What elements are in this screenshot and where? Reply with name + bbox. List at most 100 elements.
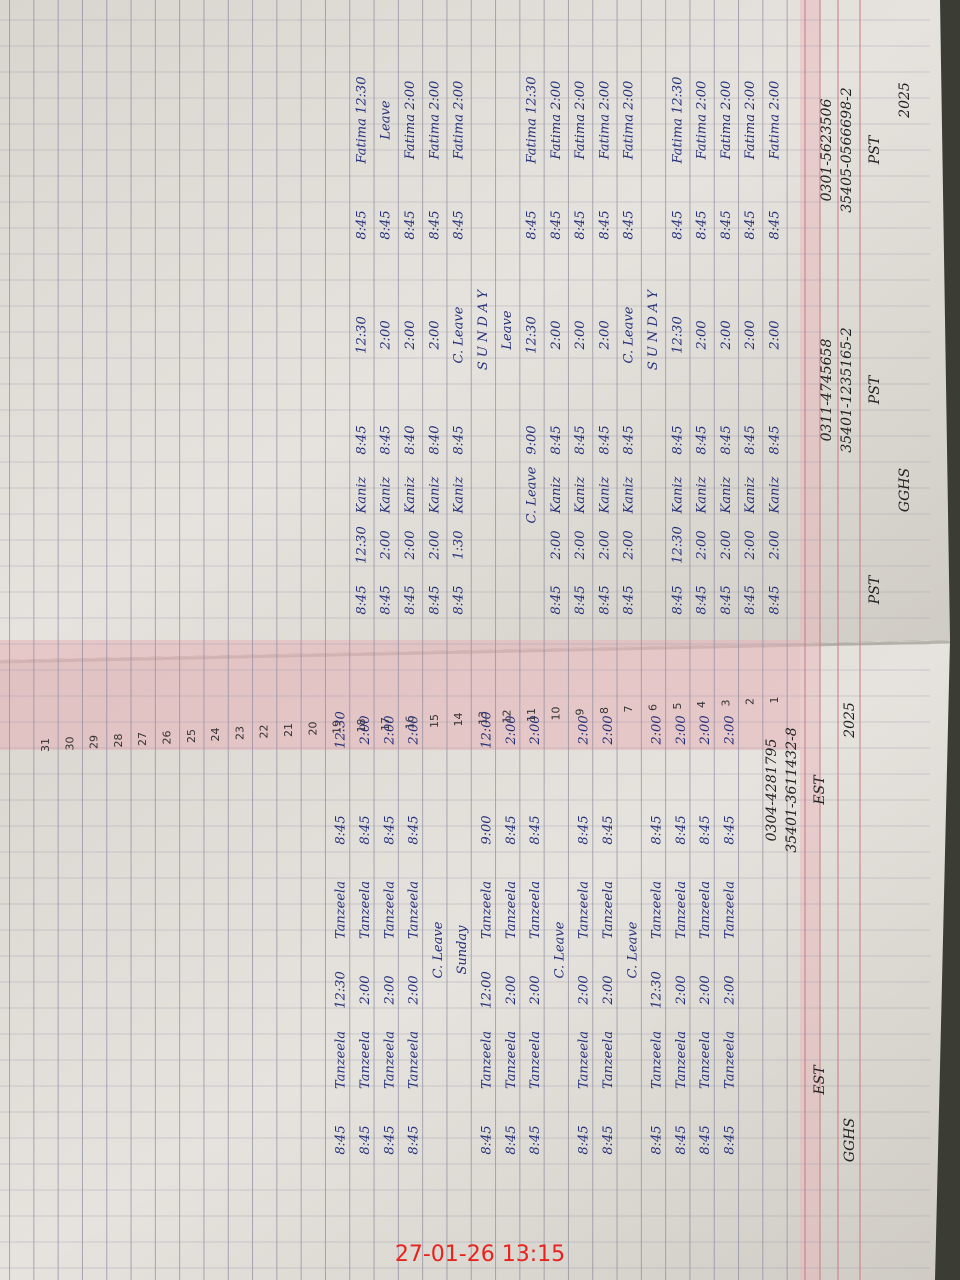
attendance-cell: 8:40 bbox=[403, 425, 418, 454]
attendance-cell: Tanzeela bbox=[528, 881, 543, 939]
attendance-cell: 2:00 bbox=[528, 975, 543, 1005]
day-number: 8 bbox=[598, 707, 611, 714]
attendance-cell: 8:45 bbox=[698, 815, 713, 844]
attendance-cell: Kaniz bbox=[670, 476, 685, 514]
attendance-cell: 8:45 bbox=[674, 1125, 689, 1154]
attendance-cell: 8:45 bbox=[549, 585, 564, 614]
attendance-cell: Kaniz bbox=[379, 476, 394, 514]
day-number: 4 bbox=[695, 701, 708, 708]
attendance-cell: 12:30 bbox=[334, 971, 349, 1008]
attendance-cell: 8:45 bbox=[334, 1125, 349, 1154]
attendance-cell: Tanzeela bbox=[480, 881, 495, 939]
attendance-cell: Tanzeela bbox=[601, 1031, 616, 1089]
attendance-cell: 8:45 bbox=[650, 815, 665, 844]
attendance-cell: 2:00 bbox=[674, 975, 689, 1005]
attendance-cell: 8:45 bbox=[650, 1125, 665, 1154]
attendance-cell: 12:30 bbox=[650, 971, 665, 1008]
attendance-cell: 8:45 bbox=[622, 425, 637, 454]
row-note: S U N D A Y bbox=[646, 288, 661, 370]
attendance-cell: 2:00 bbox=[723, 975, 738, 1005]
day-number: 13 bbox=[476, 711, 489, 725]
day-number: 5 bbox=[671, 703, 684, 710]
attendance-cell: 8:45 bbox=[427, 585, 442, 614]
attendance-cell: 8:45 bbox=[382, 1125, 397, 1154]
row-note: C. Leave bbox=[552, 921, 567, 978]
attendance-cell: 2:00 bbox=[427, 320, 442, 350]
attendance-cell: Fatima 2:00 bbox=[427, 81, 442, 161]
attendance-cell: 12:00 bbox=[480, 711, 495, 748]
attendance-cell: Fatima 2:00 bbox=[452, 81, 467, 161]
attendance-cell: Tanzeela bbox=[577, 881, 592, 939]
school-name: GGHS bbox=[842, 1118, 858, 1162]
attendance-cell: 8:45 bbox=[407, 1125, 422, 1154]
attendance-cell: 12:30 bbox=[670, 316, 685, 353]
attendance-cell: 8:45 bbox=[379, 585, 394, 614]
attendance-cell: 2:00 bbox=[407, 715, 422, 745]
day-number: 16 bbox=[404, 716, 417, 730]
attendance-cell: Fatima 2:00 bbox=[719, 81, 734, 161]
attendance-cell: 2:00 bbox=[358, 715, 373, 745]
attendance-cell: 2:00 bbox=[382, 715, 397, 745]
attendance-cell: Fatima 2:00 bbox=[768, 81, 783, 161]
attendance-cell: Kaniz bbox=[354, 476, 369, 514]
attendance-cell: 2:00 bbox=[597, 530, 612, 560]
teacher-post: EST bbox=[812, 1064, 828, 1096]
attendance-cell: Fatima 12:30 bbox=[354, 77, 369, 165]
attendance-cell: 8:40 bbox=[427, 425, 442, 454]
attendance-cell: Tanzeela bbox=[650, 881, 665, 939]
day-number: 9 bbox=[574, 709, 587, 716]
attendance-cell: 12:30 bbox=[354, 526, 369, 563]
attendance-cell: 8:45 bbox=[670, 425, 685, 454]
attendance-cell: Tanzeela bbox=[674, 881, 689, 939]
attendance-cell: 8:45 bbox=[452, 585, 467, 614]
day-number: 11 bbox=[525, 708, 538, 722]
attendance-cell: 8:45 bbox=[528, 815, 543, 844]
attendance-cell: 8:45 bbox=[597, 210, 612, 239]
attendance-cell: 2:00 bbox=[504, 975, 519, 1005]
attendance-cell: Kaniz bbox=[597, 476, 612, 514]
attendance-cell: Fatima 2:00 bbox=[622, 81, 637, 161]
attendance-cell: Kaniz bbox=[573, 476, 588, 514]
day-number: 25 bbox=[185, 729, 198, 743]
attendance-cell: 8:45 bbox=[403, 585, 418, 614]
day-number: 30 bbox=[63, 737, 76, 751]
attendance-cell: 2:00 bbox=[695, 320, 710, 350]
attendance-cell: 8:45 bbox=[743, 210, 758, 239]
attendance-cell: Tanzeela bbox=[407, 881, 422, 939]
attendance-cell: 8:45 bbox=[670, 585, 685, 614]
attendance-cell: C. Leave bbox=[622, 306, 637, 363]
attendance-cell: Tanzeela bbox=[504, 1031, 519, 1089]
attendance-cell: 2:00 bbox=[549, 530, 564, 560]
attendance-cell: 12:30 bbox=[334, 711, 349, 748]
attendance-cell: Tanzeela bbox=[334, 881, 349, 939]
attendance-cell: 8:45 bbox=[768, 585, 783, 614]
attendance-cell: 8:45 bbox=[622, 585, 637, 614]
attendance-cell: 9:00 bbox=[525, 425, 540, 454]
attendance-cell: 8:45 bbox=[427, 210, 442, 239]
attendance-cell: 2:00 bbox=[549, 320, 564, 350]
teacher-cnic: 35401-3611432-8 bbox=[784, 727, 800, 852]
attendance-cell: 8:45 bbox=[622, 210, 637, 239]
attendance-cell: 8:45 bbox=[768, 425, 783, 454]
teacher-cnic: 35401-1235165-2 bbox=[839, 327, 855, 452]
attendance-cell: Fatima 12:30 bbox=[670, 77, 685, 165]
attendance-cell: Fatima 2:00 bbox=[597, 81, 612, 161]
attendance-cell: 2:00 bbox=[674, 715, 689, 745]
attendance-cell: 2:00 bbox=[650, 715, 665, 745]
day-number: 1 bbox=[768, 697, 781, 704]
attendance-cell: 2:00 bbox=[379, 530, 394, 560]
attendance-cell: Fatima 2:00 bbox=[743, 81, 758, 161]
attendance-cell: Fatima 2:00 bbox=[573, 81, 588, 161]
attendance-cell: 2:00 bbox=[719, 320, 734, 350]
attendance-cell: 8:45 bbox=[723, 1125, 738, 1154]
attendance-cell: 2:00 bbox=[403, 530, 418, 560]
attendance-cell: 2:00 bbox=[573, 530, 588, 560]
attendance-cell: Leave bbox=[379, 100, 394, 140]
teacher-phone: 0304-4281795 bbox=[764, 739, 780, 842]
attendance-cell: 2:00 bbox=[723, 715, 738, 745]
attendance-cell: 2:00 bbox=[698, 715, 713, 745]
attendance-cell: 8:45 bbox=[719, 585, 734, 614]
attendance-cell: Tanzeela bbox=[358, 881, 373, 939]
